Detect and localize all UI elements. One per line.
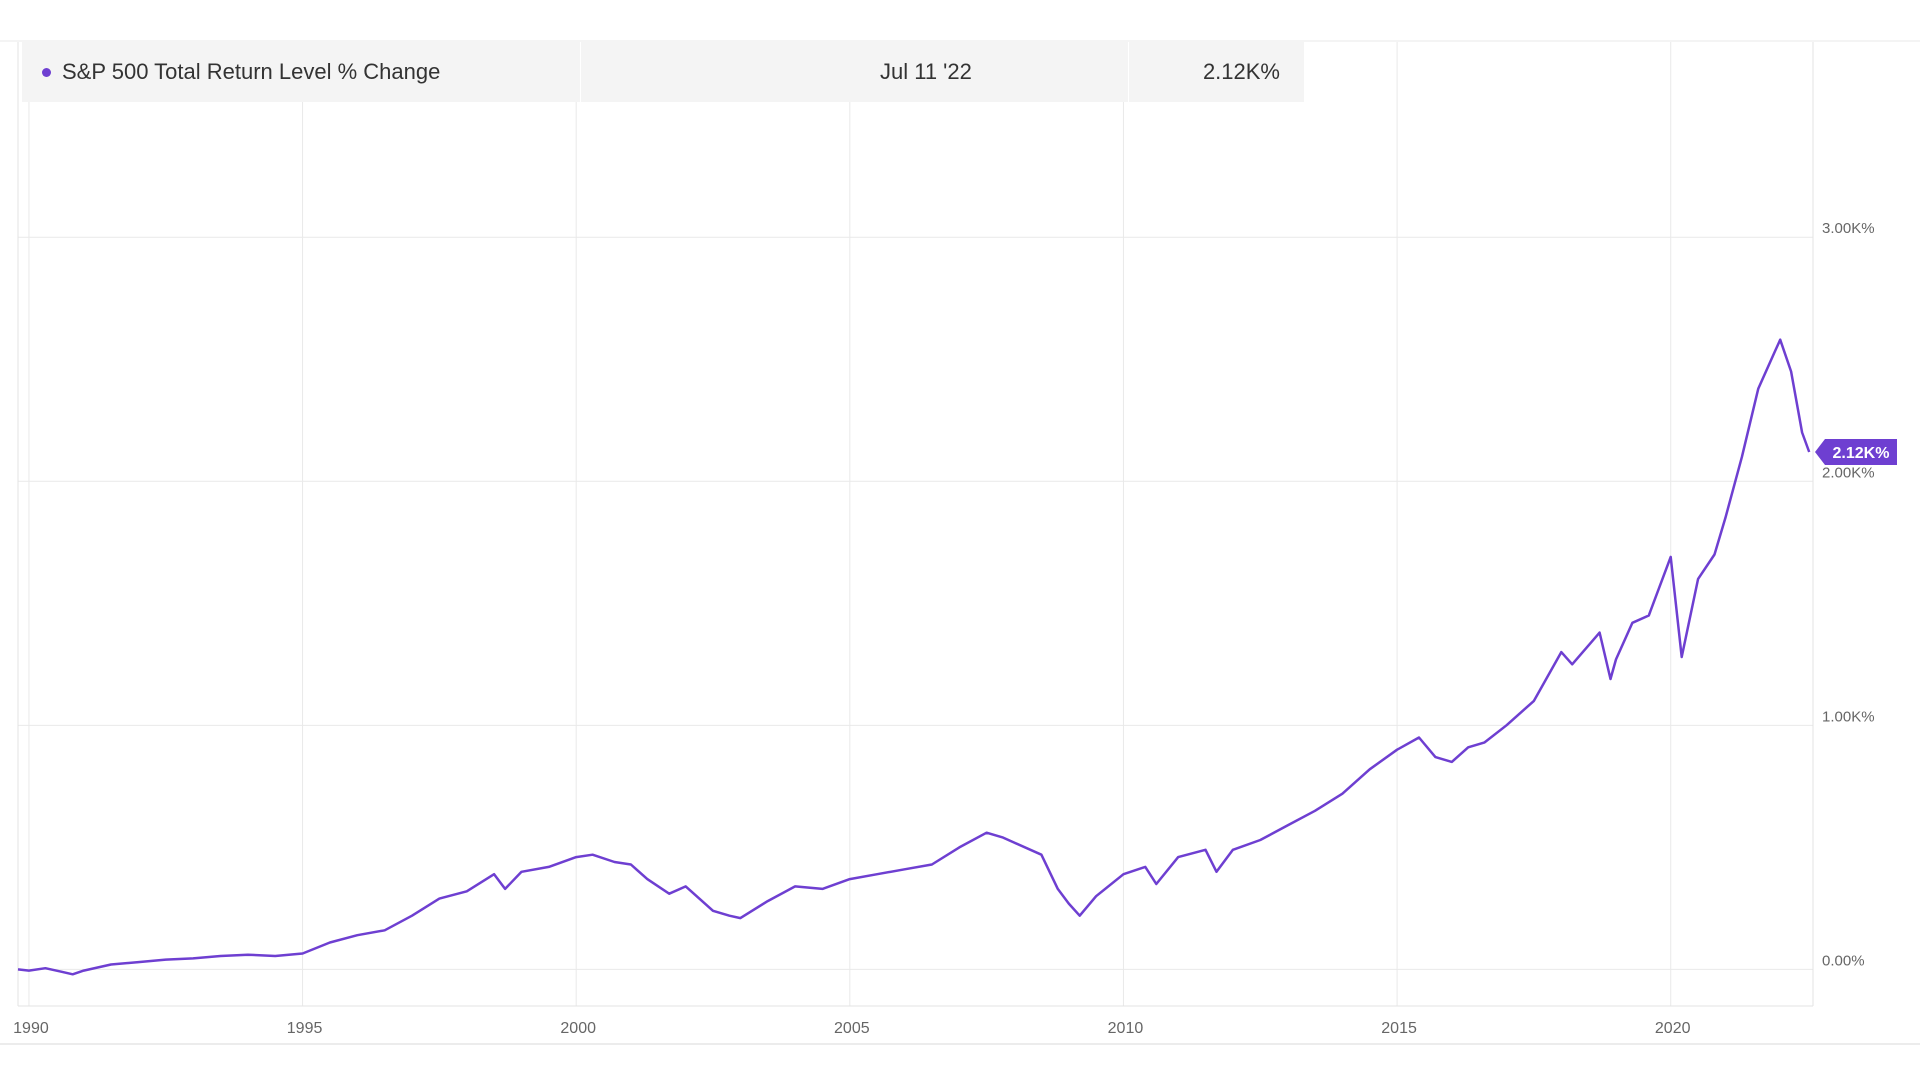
legend-divider [580,42,581,102]
x-tick-label: 2005 [834,1020,870,1037]
legend-date: Jul 11 '22 [880,59,972,84]
x-tick-label: 1995 [287,1020,323,1037]
x-tick-label: 2000 [560,1020,596,1037]
legend-divider [1128,42,1129,102]
last-value-badge [1815,439,1897,466]
y-tick-label: 2.00K% [1822,464,1875,481]
legend-entry[interactable]: S&P 500 Total Return Level % Change [62,59,441,84]
x-tick-label: 2010 [1108,1020,1144,1037]
y-tick-label: 3.00K% [1822,220,1875,237]
y-tick-label: 1.00K% [1822,708,1875,725]
x-tick-label: 2015 [1381,1020,1417,1037]
chart-legend: S&P 500 Total Return Level % Change Jul … [22,42,1304,102]
x-tick-label: 1990 [13,1020,49,1037]
y-tick-label: 0.00% [1822,952,1865,969]
legend-value: 2.12K% [1202,59,1280,84]
last-value-label: 2.12K% [1833,445,1890,462]
legend-marker [42,68,51,77]
x-tick-label: 2020 [1655,1020,1691,1037]
series-line [17,338,1811,976]
